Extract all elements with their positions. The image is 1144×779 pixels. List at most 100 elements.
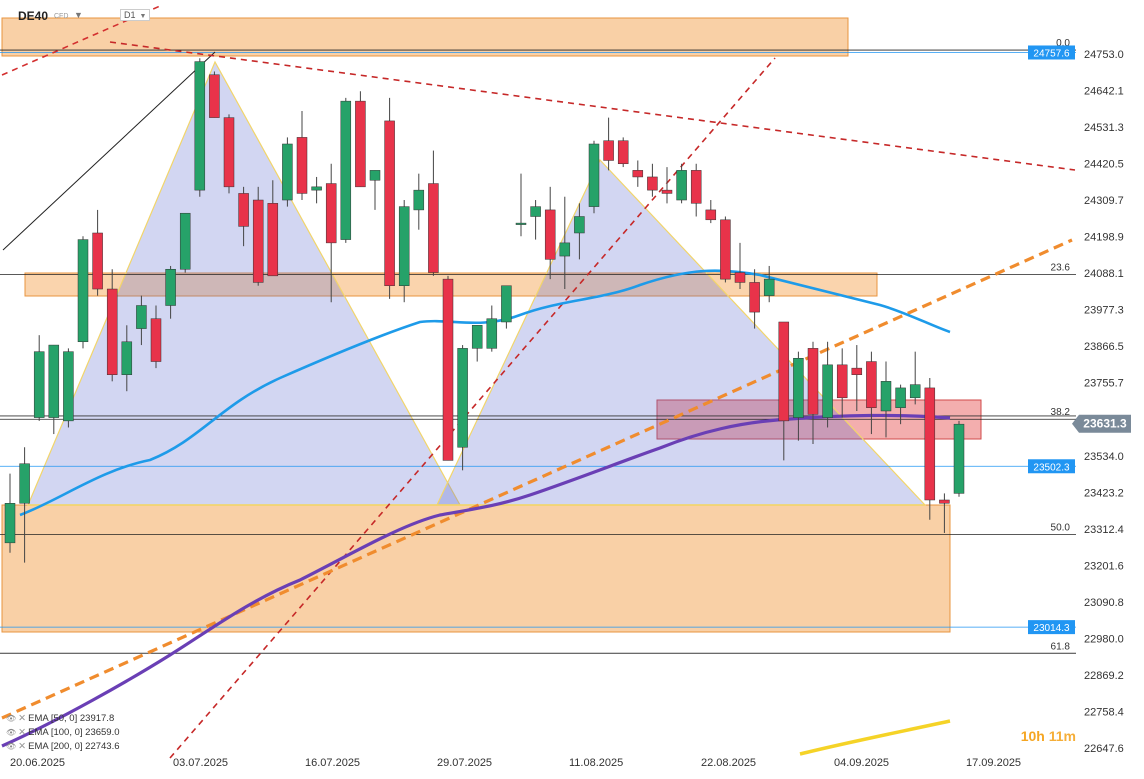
candle-bear xyxy=(690,170,702,204)
x-tick-label: 04.09.2025 xyxy=(834,757,889,769)
candle-bear xyxy=(632,170,644,178)
candle-bear xyxy=(866,361,877,408)
candle-bear xyxy=(720,219,731,280)
candle-bull xyxy=(398,206,410,286)
price-tag xyxy=(1028,459,1075,474)
candle-bear xyxy=(778,321,790,422)
candle-bull xyxy=(763,278,775,296)
candle-bear xyxy=(428,183,439,273)
countdown-hours: 10h xyxy=(1020,728,1045,744)
candle-bear xyxy=(647,176,658,191)
symbol-label[interactable]: DE40 xyxy=(18,9,49,23)
visibility-icon[interactable]: 👁 xyxy=(6,742,17,751)
timeframe-label: D1 xyxy=(124,10,136,20)
y-tick-label: 23090.8 xyxy=(1084,597,1124,609)
candle-bull xyxy=(559,242,571,257)
candle-bull xyxy=(77,239,89,343)
ema-200-line xyxy=(799,719,951,756)
chevron-down-icon: ▼ xyxy=(139,13,147,20)
fib-label: 38.2 xyxy=(1051,407,1071,418)
y-tick-label: 23423.2 xyxy=(1084,487,1124,499)
price-tag xyxy=(1028,45,1075,60)
uptrend-line-red xyxy=(169,57,776,759)
candle-bull xyxy=(413,189,425,211)
y-tick-label: 23534.0 xyxy=(1084,451,1124,463)
y-tick-label: 24642.1 xyxy=(1084,86,1124,98)
visibility-icon[interactable]: 👁 xyxy=(6,728,17,737)
x-tick-label: 22.08.2025 xyxy=(701,757,756,769)
visibility-icon[interactable]: 👁 xyxy=(6,714,17,723)
candle-bear xyxy=(807,348,819,415)
downtrend-line xyxy=(109,41,1076,171)
candle-bear xyxy=(442,278,454,461)
candle-bear xyxy=(603,140,614,161)
candle-bull xyxy=(282,143,293,201)
candle-bull xyxy=(895,387,906,408)
candle-bull xyxy=(33,351,45,418)
symbol-dropdown-icon[interactable]: ▼ xyxy=(74,10,83,20)
candle-bear xyxy=(296,137,308,194)
candle-bull xyxy=(822,364,833,418)
candle-bear xyxy=(924,387,936,501)
candle-bear xyxy=(355,100,366,188)
candle-bull xyxy=(165,268,176,306)
y-tick-label: 24753.0 xyxy=(1084,49,1124,61)
fib-label: 61.8 xyxy=(1051,641,1071,652)
close-icon[interactable]: ✕ xyxy=(18,713,27,724)
trend-line-black xyxy=(2,51,216,251)
price-tag-label: 23014.3 xyxy=(1033,623,1070,634)
candle-bull xyxy=(501,285,512,323)
y-tick-label: 23312.4 xyxy=(1084,524,1124,536)
x-tick-label: 16.07.2025 xyxy=(305,757,360,769)
candle-bull xyxy=(369,170,381,181)
y-tick-label: 24309.7 xyxy=(1084,195,1124,207)
candle-bear xyxy=(851,367,863,375)
y-tick-label: 22647.6 xyxy=(1084,743,1124,755)
candle-bull xyxy=(471,325,483,349)
candle-bear xyxy=(939,499,950,504)
candle-bull xyxy=(4,503,16,544)
legend-label: EMA [50, 0] xyxy=(28,713,78,724)
pattern-triangle-right xyxy=(436,158,927,506)
legend-value: 23917.8 xyxy=(79,713,115,724)
candle-bull xyxy=(953,423,965,494)
x-tick-label: 11.08.2025 xyxy=(569,757,623,769)
legend-ema100[interactable]: 👁 ✕ EMA [100, 0] 23659.0 xyxy=(6,727,120,738)
y-tick-label: 23201.6 xyxy=(1084,560,1124,572)
candle-bull xyxy=(136,305,147,329)
candle-bull xyxy=(19,463,30,504)
legend-ema50[interactable]: 👁 ✕ EMA [50, 0] 23917.8 xyxy=(6,713,114,724)
close-icon[interactable]: ✕ xyxy=(18,727,27,738)
candle-bear xyxy=(836,364,848,399)
candle-countdown: 10h 11m xyxy=(1021,728,1076,744)
x-tick-label: 03.07.2025 xyxy=(173,757,228,769)
candle-bull xyxy=(588,143,600,207)
support-zone xyxy=(1,504,951,633)
candle-bull xyxy=(194,61,206,191)
x-tick-label: 29.07.2025 xyxy=(437,757,492,769)
candle-bull xyxy=(311,186,322,191)
candle-bear xyxy=(617,140,629,165)
y-tick-label: 24198.9 xyxy=(1084,232,1124,244)
candle-bull xyxy=(793,357,804,418)
y-tick-label: 22980.0 xyxy=(1084,633,1124,645)
candle-bull xyxy=(909,384,921,399)
y-tick-label: 23977.3 xyxy=(1084,305,1124,317)
candle-bull xyxy=(179,212,191,270)
candle-bull xyxy=(340,100,352,240)
symbol-type-label: CFD xyxy=(54,13,69,20)
legend-label: EMA [200, 0] xyxy=(28,741,83,752)
candle-bull xyxy=(457,348,468,448)
legend-ema200[interactable]: 👁 ✕ EMA [200, 0] 22743.6 xyxy=(6,741,120,752)
candle-bear xyxy=(749,282,760,313)
timeframe-selector[interactable]: D1 ▼ xyxy=(120,9,151,21)
y-tick-label: 22869.2 xyxy=(1084,670,1124,682)
candle-bear xyxy=(92,232,103,290)
candle-bull xyxy=(515,222,527,225)
candle-bear xyxy=(150,318,162,362)
current-price-tag xyxy=(1072,414,1131,433)
price-tag xyxy=(1028,620,1075,635)
close-icon[interactable]: ✕ xyxy=(18,741,27,752)
candle-bear xyxy=(209,74,220,118)
